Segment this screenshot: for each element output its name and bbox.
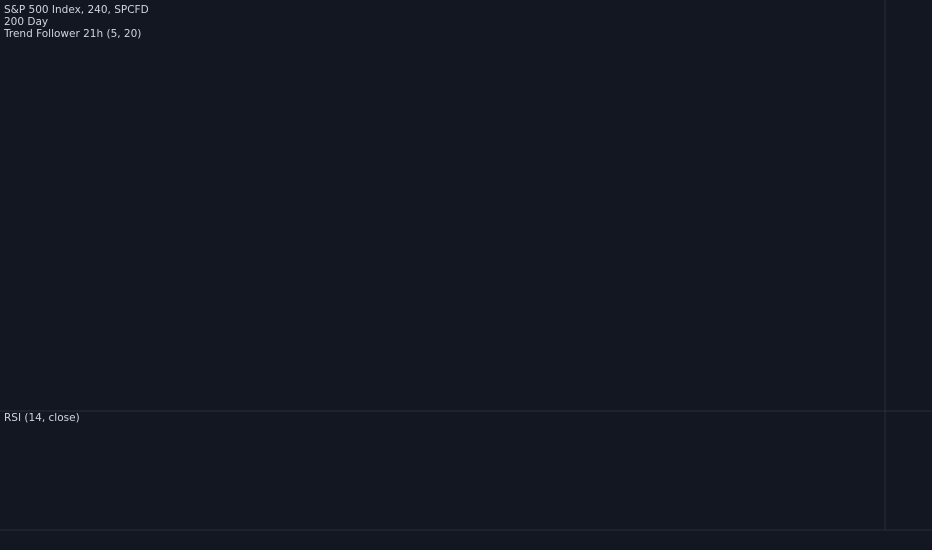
indicator-label: Trend Follower 21h (5, 20): [3, 28, 141, 40]
chart-title: S&P 500 Index, 240, SPCFD: [4, 4, 149, 16]
rsi-title: RSI (14, close): [4, 412, 80, 424]
indicator-label: 200 Day: [4, 16, 48, 28]
